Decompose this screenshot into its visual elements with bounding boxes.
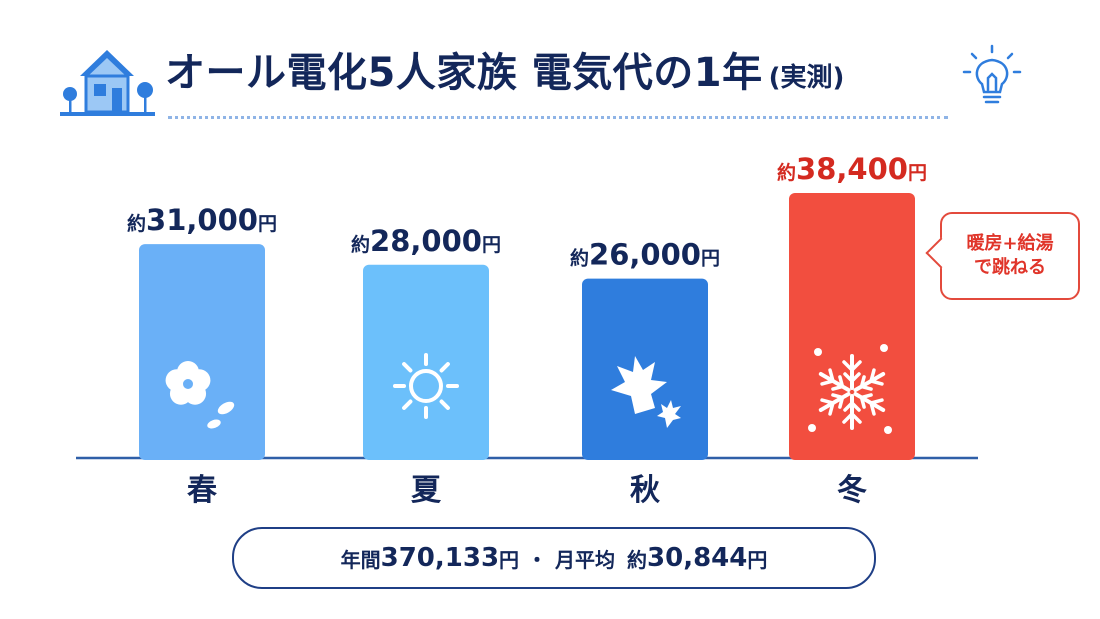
monthly-unit: 円 xyxy=(747,547,768,572)
monthly-approx: 約 xyxy=(627,547,648,572)
arm-branch xyxy=(859,375,873,391)
petal xyxy=(165,369,188,392)
value-label-autumn: 約26,000円 xyxy=(570,238,720,272)
house-with-trees-icon xyxy=(60,50,155,116)
value-label-winter: 約38,400円 xyxy=(777,152,927,186)
snowflake-icon xyxy=(808,344,892,434)
chart-title: オール電化5人家族 電気代の1年 (実測) xyxy=(165,40,844,104)
arm-branch xyxy=(820,398,836,416)
flower-center xyxy=(183,379,193,389)
annual-unit: 円 xyxy=(499,547,520,572)
monthly-prefix: 月平均 xyxy=(555,547,616,572)
arm-branch xyxy=(831,393,845,409)
summary-separator: ・ xyxy=(527,547,548,572)
snowflake-arm xyxy=(818,392,851,416)
arm-branch xyxy=(859,393,873,409)
category-label-summer: 夏 xyxy=(411,473,442,508)
snow-dot xyxy=(814,348,822,356)
snowflake-arm xyxy=(853,368,886,392)
light-bulb-icon xyxy=(962,44,1022,104)
sun-ray xyxy=(439,399,450,410)
petal-falling xyxy=(207,419,221,429)
category-label-winter: 冬 xyxy=(837,473,867,508)
winter-callout: 暖房+給湯 で跳ねる xyxy=(925,212,1080,300)
cherry-blossom-icon xyxy=(165,361,235,429)
bar-winter xyxy=(789,193,915,461)
annual-prefix: 年間 xyxy=(340,547,381,572)
snow-dot xyxy=(884,426,892,434)
sun-ray xyxy=(402,399,413,410)
arm-branch xyxy=(843,400,861,412)
monthly-value: 30,844 xyxy=(647,543,748,573)
snowflake-arm xyxy=(818,368,851,392)
title-divider xyxy=(168,116,948,119)
maple-leaf-icon xyxy=(611,356,681,428)
annual-summary-pill: 年間 370,133 円 ・ 月平均 約 30,844 円 xyxy=(232,527,876,589)
maple-leaf-small xyxy=(657,400,681,428)
maple-leaf-large xyxy=(611,356,667,414)
sun-icon xyxy=(393,353,459,419)
value-label-spring: 約31,000円 xyxy=(127,203,277,237)
petal-falling xyxy=(217,401,235,415)
snow-dot xyxy=(880,344,888,352)
arm-branch xyxy=(820,368,836,386)
arm-branch xyxy=(843,372,861,384)
category-label-autumn: 秋 xyxy=(630,473,660,508)
title-sub: (実測) xyxy=(768,63,845,93)
sun-disc xyxy=(409,369,443,403)
callout-line-1: 暖房+給湯 xyxy=(966,232,1054,254)
category-label-spring: 春 xyxy=(187,473,217,508)
sun-ray xyxy=(402,362,413,373)
arm-branch xyxy=(868,398,884,416)
title-main: オール電化5人家族 電気代の1年 xyxy=(165,50,763,96)
snowflake-arm xyxy=(842,354,862,390)
header: オール電化5人家族 電気代の1年 (実測) xyxy=(0,0,1100,130)
annual-value: 370,133 xyxy=(380,543,500,573)
snowflake-arm xyxy=(853,392,886,416)
value-label-summer: 約28,000円 xyxy=(351,224,501,258)
arm-branch xyxy=(868,368,884,386)
snow-dot xyxy=(808,424,816,432)
sun-ray xyxy=(439,362,450,373)
arm-branch xyxy=(842,411,862,424)
arm-branch xyxy=(842,360,862,373)
bar-spring xyxy=(139,244,265,460)
snowflake-arm xyxy=(842,394,862,430)
arm-branch xyxy=(831,375,845,391)
callout-line-2: で跳ねる xyxy=(974,257,1046,278)
